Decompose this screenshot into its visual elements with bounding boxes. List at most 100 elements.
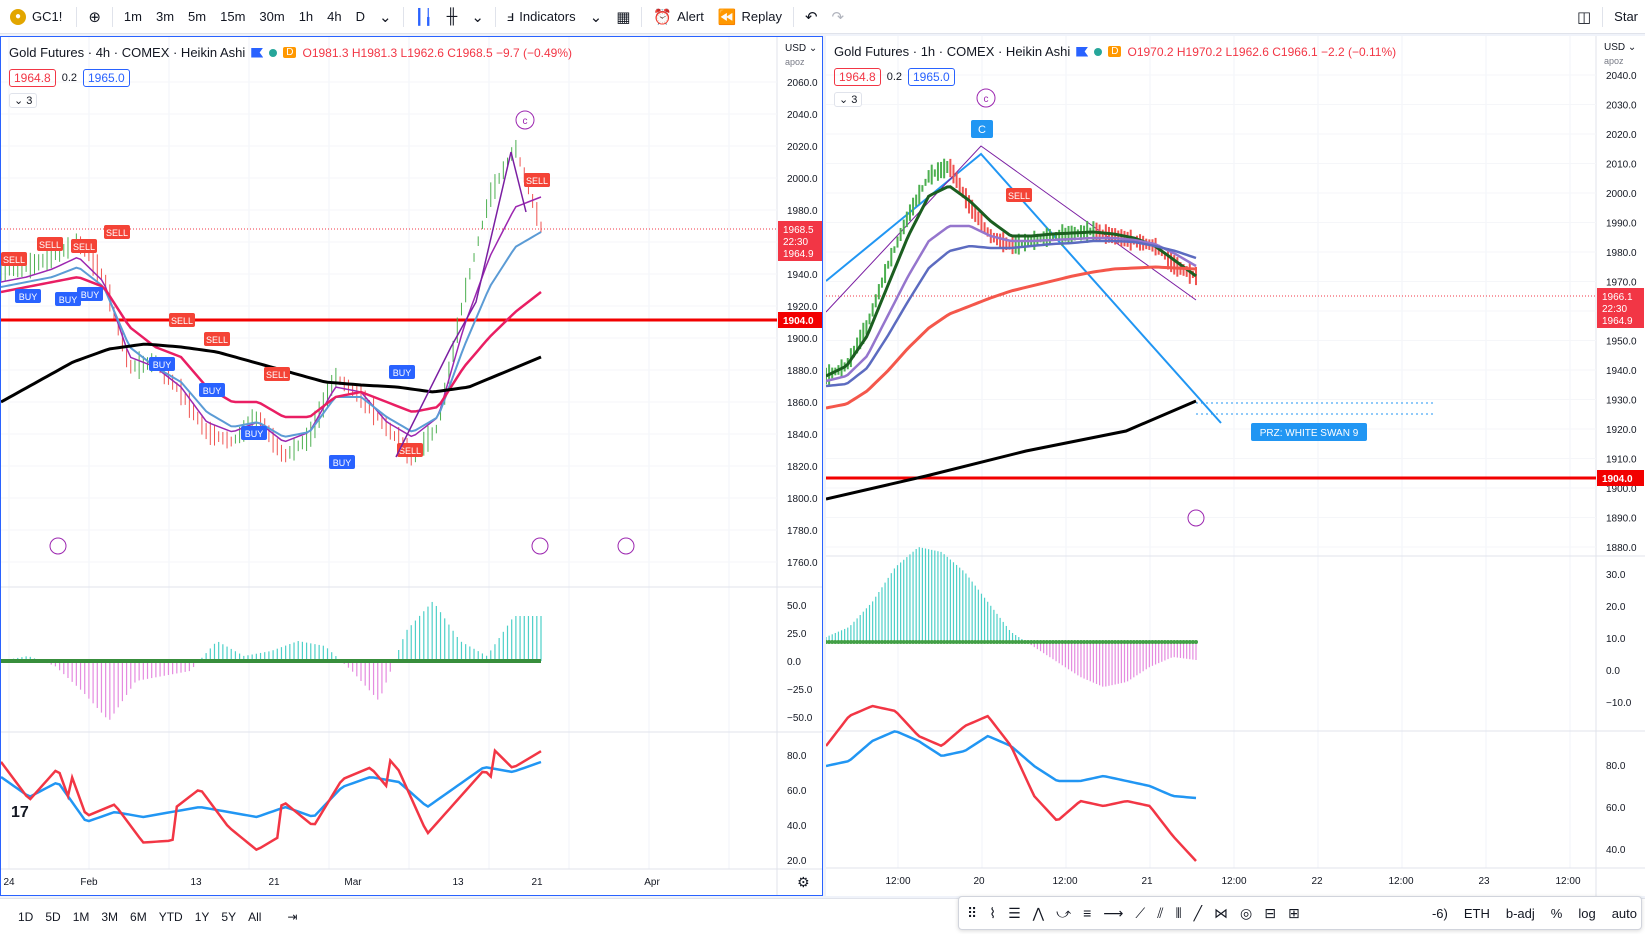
osc-axis-label: 0.0 — [787, 657, 801, 668]
layout-grid-icon[interactable]: ▦ — [616, 8, 631, 26]
abc-pattern-icon[interactable]: ⋀ — [1032, 904, 1045, 921]
candle — [924, 178, 927, 186]
undo-icon[interactable]: ↶ — [804, 8, 818, 26]
ema-mid-line — [826, 224, 1197, 383]
signal-badge-bg — [149, 357, 175, 371]
range-1m[interactable]: 1M — [72, 909, 90, 924]
tf-3m[interactable]: 3m — [155, 9, 175, 24]
candle — [1055, 231, 1058, 240]
range-3m[interactable]: 3M — [101, 909, 119, 924]
candle — [1117, 230, 1120, 244]
path-icon[interactable]: ⤻ — [1056, 904, 1072, 921]
drag-handle-icon[interactable]: ⠿ — [967, 904, 978, 921]
flag-icon[interactable] — [251, 47, 264, 58]
right-chart-pane[interactable]: USD ⌄ apoz 2040.0 2030.0 2020.0 2010.0 2000.0 1… — [826, 36, 1645, 896]
eth-toggle[interactable]: ETH — [1463, 906, 1490, 921]
ruler-icon[interactable]: ⊞ — [1288, 904, 1300, 921]
osc-zero-dot — [1022, 640, 1027, 644]
timeframe-dropdown-chevron-icon[interactable]: ⌄ — [379, 8, 392, 26]
tf-30m[interactable]: 30m — [259, 9, 285, 24]
xabcd-pattern-icon[interactable]: ⋈ — [1214, 904, 1229, 921]
osc-axis-label: 50.0 — [787, 601, 807, 612]
osc-zero-dot — [1054, 640, 1059, 644]
redo-icon[interactable]: ↷ — [831, 8, 845, 26]
badj-toggle[interactable]: b-adj — [1505, 906, 1535, 921]
range-ytd[interactable]: YTD — [158, 909, 183, 924]
osc-zero-dot — [963, 640, 968, 644]
bar-chart-type-icon[interactable]: ┃╽ — [414, 8, 433, 26]
tf-4h[interactable]: 4h — [327, 9, 342, 24]
percent-toggle[interactable]: % — [1550, 906, 1563, 921]
right-ask-button[interactable]: 1965.0 — [908, 68, 955, 86]
range-1y[interactable]: 1Y — [194, 909, 210, 924]
symbol-search[interactable]: ● GC1! — [0, 0, 72, 34]
left-chart-pane[interactable]: USD ⌄ apoz 2060.0 2040.0 2020.0 2000.0 1980.0 1… — [0, 36, 823, 896]
candle — [961, 186, 964, 198]
fib-lines-icon[interactable]: ☰ — [1008, 904, 1021, 921]
range-5y[interactable]: 5Y — [221, 909, 237, 924]
parallel-channel-icon[interactable]: ⫽ — [1157, 904, 1164, 921]
fib-spiral-icon[interactable]: ◎ — [1240, 904, 1253, 921]
level-price-tag: 1904.0 — [783, 316, 814, 327]
sell-signal-label: SELL — [399, 446, 421, 456]
left-bid-button[interactable]: 1964.8 — [9, 69, 56, 87]
event-marker-icon — [49, 537, 67, 555]
auto-toggle[interactable]: auto — [1611, 906, 1637, 921]
tf-d[interactable]: D — [355, 9, 366, 24]
tf-1h[interactable]: 1h — [298, 9, 314, 24]
osc-zero-dot — [1106, 640, 1111, 644]
tf-15m[interactable]: 15m — [220, 9, 246, 24]
osc-zero-dot — [1144, 640, 1149, 644]
osc-zero-dot — [1035, 640, 1040, 644]
candle — [1023, 233, 1026, 252]
prz-label: PRZ: WHITE SWAN 9 — [1260, 428, 1359, 439]
alert-button[interactable]: ⏰ Alert — [646, 0, 710, 34]
left-spread: 0.2 — [61, 72, 77, 84]
indicators-button[interactable]: ⅎ Indicators — [500, 0, 583, 34]
tf-1m[interactable]: 1m — [123, 9, 142, 24]
right-bid-button[interactable]: 1964.8 — [834, 68, 881, 86]
elliott-wave-icon[interactable]: ⌇ — [989, 904, 997, 921]
volume-profile-icon[interactable]: ⦀ — [1175, 904, 1182, 921]
rsi-axis-label: 20.0 — [787, 856, 807, 867]
osc-zero-dot — [1088, 640, 1093, 644]
trend-angle-icon[interactable]: ⟋ — [1135, 904, 1146, 921]
candle — [949, 158, 952, 178]
left-collapse-count: 3 — [26, 95, 33, 107]
left-indicator-collapse-button[interactable]: ⌄ 3 — [9, 93, 38, 108]
account-label[interactable]: Star — [1614, 9, 1638, 24]
replay-button[interactable]: ⏪ Replay — [711, 0, 789, 34]
sell-signal-label: SELL — [266, 370, 288, 380]
candle — [1048, 228, 1051, 245]
tf-5m[interactable]: 5m — [188, 9, 207, 24]
range-6m[interactable]: 6M — [130, 909, 147, 924]
price-axis-label: 1760.0 — [787, 558, 818, 569]
goto-date-icon[interactable]: ⇥ — [287, 909, 298, 924]
sell-signal-label: SELL — [1008, 191, 1030, 201]
long-position-icon[interactable]: ⊟ — [1264, 904, 1276, 921]
range-all[interactable]: All — [248, 909, 262, 924]
range-1d[interactable]: 1D — [18, 909, 34, 924]
harmonic-pattern-line — [826, 152, 1222, 424]
left-ask-button[interactable]: 1965.0 — [83, 69, 130, 87]
price-axis-label: 1920.0 — [1606, 425, 1637, 436]
log-toggle[interactable]: log — [1578, 906, 1596, 921]
indicators-chevron-icon[interactable]: ⌄ — [589, 8, 603, 26]
flag-icon[interactable] — [1076, 46, 1089, 57]
fib-retracement-icon[interactable]: ≡ — [1083, 905, 1092, 921]
candle — [918, 184, 921, 205]
candle-chart-type-icon[interactable]: ╫ — [446, 8, 458, 25]
layout-split-icon[interactable]: ◫ — [1576, 8, 1592, 26]
replay-label: Replay — [741, 9, 782, 24]
horizontal-ray-icon[interactable]: ⟶ — [1103, 904, 1124, 921]
right-chart-canvas[interactable]: USD ⌄apoz2040.02030.02020.02010.02000.01… — [826, 36, 1645, 896]
range-5d[interactable]: 5D — [45, 909, 61, 924]
right-indicator-collapse-button[interactable]: ⌄ 3 — [834, 92, 863, 107]
compare-add-icon[interactable]: ⊕ — [88, 8, 101, 26]
trend-line-icon[interactable]: ╱ — [1193, 904, 1203, 921]
osc-zero-dot — [967, 640, 972, 644]
left-chart-canvas[interactable]: USD ⌄ apoz 2060.0 2040.0 2020.0 2000.0 1980.0 1… — [1, 37, 823, 896]
chart-type-chevron-icon[interactable]: ⌄ — [471, 8, 484, 26]
candle — [890, 247, 893, 267]
time-axis-label: 12:00 — [1221, 876, 1246, 887]
